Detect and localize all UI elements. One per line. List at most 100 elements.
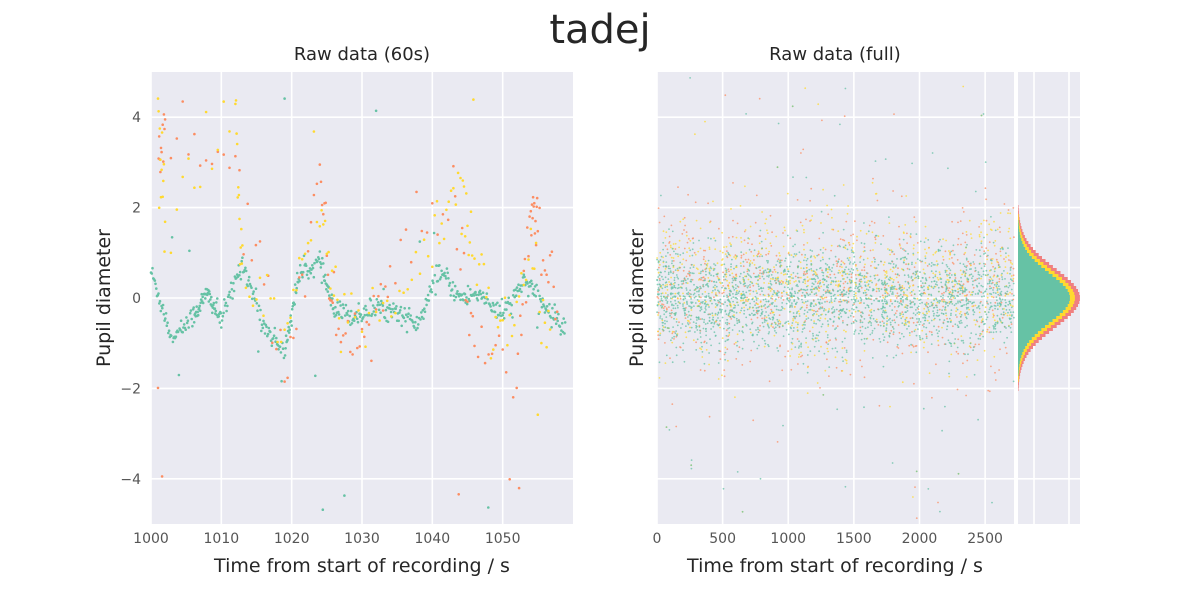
panel1-data-point <box>499 319 502 322</box>
panel2-data-point <box>912 496 914 498</box>
panel2-data-point <box>806 354 809 356</box>
panel-raw-full: Raw data (full) 0 500 1000 1500 2000 2500 Tim… <box>626 44 1015 577</box>
panel2-data-point <box>850 234 852 237</box>
panel2-data-point <box>871 281 873 284</box>
panel2-data-point <box>878 404 881 407</box>
panel2-data-point <box>692 272 695 275</box>
panel2-data-point <box>966 265 968 267</box>
panel1-data-point <box>517 486 521 490</box>
panel2-data-point <box>860 314 862 317</box>
panel2-data-point <box>827 268 829 271</box>
panel2-data-point <box>736 340 739 343</box>
panel2-data-point <box>662 265 665 268</box>
panel2-data-point <box>693 292 696 295</box>
panel2-data-point <box>826 320 829 322</box>
panel2-data-point <box>900 303 903 305</box>
panel2-data-point <box>891 319 894 322</box>
panel2-data-point <box>999 248 1002 250</box>
panel2-data-point <box>684 224 686 227</box>
panel2-data-point <box>776 441 779 443</box>
panel1-data-point <box>328 294 331 297</box>
panel2-data-point <box>765 253 767 256</box>
panel1-data-point <box>216 297 219 300</box>
panel2-data-point <box>736 319 738 322</box>
panel1-data-point <box>234 154 237 158</box>
panel2-data-point <box>783 226 786 229</box>
panel1-data-point <box>244 286 248 290</box>
panel1-data-point <box>341 334 345 337</box>
panel2-data-point <box>980 277 982 280</box>
panel1-data-point <box>519 314 522 318</box>
panel2-data-point <box>956 316 958 318</box>
panel2-data-point <box>659 251 662 254</box>
panel2-data-point <box>723 369 726 371</box>
panel2-data-point <box>936 309 939 312</box>
panel1-data-point <box>389 307 392 311</box>
panel2-data-point <box>980 291 983 294</box>
panel2-data-point <box>787 322 790 325</box>
panel2-data-point <box>702 285 705 288</box>
panel2-data-point <box>1003 258 1005 260</box>
panel2-data-point <box>904 318 907 321</box>
panel1-data-point <box>298 263 302 267</box>
panel2-data-point <box>705 342 708 344</box>
panel2-data-point <box>974 190 977 193</box>
panel2-data-point <box>804 273 807 276</box>
panel2-data-point <box>695 287 697 290</box>
panel2-data-point <box>959 289 962 292</box>
panel2-data-point <box>679 254 682 256</box>
panel1-data-point <box>349 309 353 313</box>
panel2-x-ticks: 0 500 1000 1500 2000 2500 <box>653 531 1003 547</box>
panel1-data-point <box>163 127 166 131</box>
panel2-data-point <box>978 282 980 285</box>
panel1-data-point <box>538 294 541 298</box>
panel2-data-point <box>671 330 674 333</box>
panel2-data-point <box>781 291 783 294</box>
panel2-data-point <box>740 251 743 254</box>
panel2-data-point <box>778 252 781 254</box>
panel2-data-point <box>979 334 981 337</box>
panel1-data-point <box>325 254 329 257</box>
panel1-data-point <box>446 218 450 222</box>
panel2-data-point <box>694 302 697 304</box>
panel2-data-point <box>970 262 972 265</box>
panel1-data-point <box>303 252 307 256</box>
panel2-data-point <box>845 362 848 365</box>
panel2-data-point <box>698 279 700 281</box>
histogram-bar <box>1018 211 1019 214</box>
panel2-data-point <box>874 160 877 163</box>
panel2-data-point <box>744 185 746 188</box>
panel2-data-point <box>911 263 913 266</box>
panel2-data-point <box>894 321 897 324</box>
panel2-data-point <box>927 286 929 288</box>
panel2-data-point <box>686 303 689 305</box>
panel2-data-point <box>936 264 939 267</box>
panel1-data-point <box>498 304 502 308</box>
panel2-data-point <box>664 286 667 289</box>
panel2-data-point <box>657 287 660 289</box>
panel2-data-point <box>994 371 996 374</box>
panel2-data-point <box>763 345 766 348</box>
panel1-data-point <box>433 214 437 217</box>
panel2-data-point <box>782 299 785 301</box>
panel1-data-point <box>477 263 481 266</box>
panel2-data-point <box>974 269 977 272</box>
panel2-data-point <box>911 279 914 281</box>
panel1-data-point <box>536 289 540 293</box>
panel2-data-point <box>779 322 782 325</box>
panel2-data-point <box>819 279 821 282</box>
panel2-data-point <box>912 253 915 256</box>
panel2-data-point <box>855 283 857 286</box>
panel2-data-point <box>661 287 664 290</box>
panel2-data-point <box>827 310 830 313</box>
panel2-data-point <box>937 278 940 281</box>
panel2-data-point <box>740 254 743 257</box>
panel2-data-point <box>949 276 951 279</box>
panel2-data-point <box>854 299 857 301</box>
panel1-data-point <box>163 118 167 121</box>
panel2-data-point <box>733 316 736 319</box>
panel2-data-point <box>781 295 783 297</box>
panel2-data-point <box>881 307 884 310</box>
panel2-data-point <box>854 292 857 295</box>
panel2-data-point <box>883 317 885 320</box>
